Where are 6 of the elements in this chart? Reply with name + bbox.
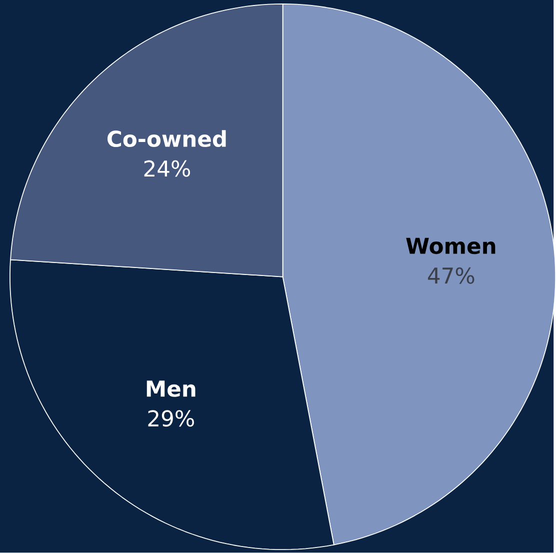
slice-label: Men xyxy=(146,380,196,398)
data-label: 24% xyxy=(144,160,190,178)
slice-label: Women xyxy=(406,238,496,254)
data-label: 47% xyxy=(428,268,474,284)
data-label: 29% xyxy=(148,410,194,427)
slice-label: Co-owned xyxy=(107,130,226,148)
